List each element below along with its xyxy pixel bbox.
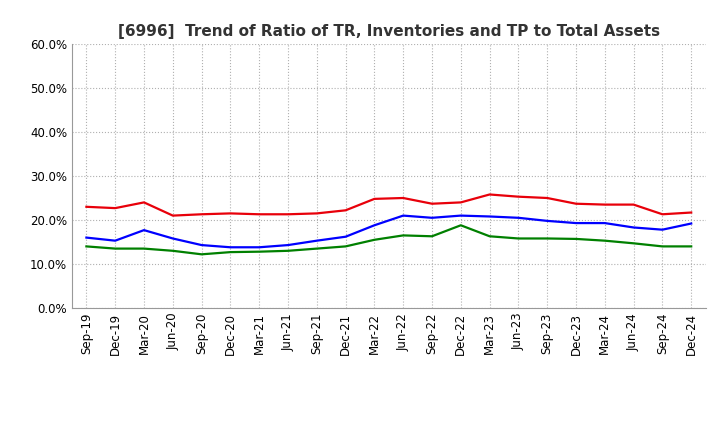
Inventories xyxy=(312,238,321,243)
Trade Payables xyxy=(341,244,350,249)
Inventories xyxy=(543,218,552,224)
Inventories xyxy=(284,242,292,248)
Inventories xyxy=(399,213,408,218)
Trade Payables xyxy=(226,249,235,255)
Trade Payables xyxy=(399,233,408,238)
Trade Receivables xyxy=(140,200,148,205)
Trade Receivables xyxy=(485,192,494,197)
Trade Receivables xyxy=(370,196,379,202)
Inventories xyxy=(197,242,206,248)
Trade Receivables xyxy=(284,212,292,217)
Inventories xyxy=(485,214,494,219)
Inventories xyxy=(600,220,609,226)
Trade Receivables xyxy=(399,195,408,201)
Trade Payables xyxy=(370,237,379,242)
Trade Receivables xyxy=(168,213,177,218)
Inventories xyxy=(687,221,696,226)
Inventories xyxy=(456,213,465,218)
Trade Payables xyxy=(428,234,436,239)
Inventories xyxy=(255,245,264,250)
Trade Receivables xyxy=(572,201,580,206)
Title: [6996]  Trend of Ratio of TR, Inventories and TP to Total Assets: [6996] Trend of Ratio of TR, Inventories… xyxy=(118,24,660,39)
Inventories xyxy=(428,215,436,220)
Trade Payables xyxy=(629,241,638,246)
Trade Receivables xyxy=(255,212,264,217)
Trade Receivables xyxy=(197,212,206,217)
Inventories xyxy=(226,245,235,250)
Trade Receivables xyxy=(543,195,552,201)
Inventories xyxy=(341,234,350,239)
Trade Receivables xyxy=(428,201,436,206)
Inventories xyxy=(82,235,91,240)
Trade Payables xyxy=(140,246,148,251)
Trade Receivables xyxy=(456,200,465,205)
Trade Receivables xyxy=(341,208,350,213)
Trade Payables xyxy=(284,248,292,253)
Trade Payables xyxy=(456,223,465,228)
Line: Trade Receivables: Trade Receivables xyxy=(86,194,691,216)
Inventories xyxy=(629,225,638,230)
Inventories xyxy=(111,238,120,243)
Inventories xyxy=(168,236,177,241)
Trade Receivables xyxy=(687,210,696,215)
Trade Receivables xyxy=(658,212,667,217)
Trade Payables xyxy=(572,236,580,242)
Trade Receivables xyxy=(514,194,523,199)
Trade Payables xyxy=(312,246,321,251)
Trade Payables xyxy=(111,246,120,251)
Inventories xyxy=(514,215,523,220)
Trade Payables xyxy=(82,244,91,249)
Trade Receivables xyxy=(600,202,609,207)
Trade Receivables xyxy=(82,204,91,209)
Trade Payables xyxy=(168,248,177,253)
Trade Payables xyxy=(485,234,494,239)
Trade Payables xyxy=(514,236,523,241)
Trade Receivables xyxy=(312,211,321,216)
Trade Receivables xyxy=(226,211,235,216)
Line: Trade Payables: Trade Payables xyxy=(86,225,691,254)
Trade Payables xyxy=(543,236,552,241)
Trade Payables xyxy=(658,244,667,249)
Trade Receivables xyxy=(111,205,120,211)
Inventories xyxy=(370,223,379,228)
Inventories xyxy=(572,220,580,226)
Trade Receivables xyxy=(629,202,638,207)
Trade Payables xyxy=(687,244,696,249)
Trade Payables xyxy=(255,249,264,254)
Trade Payables xyxy=(600,238,609,243)
Line: Inventories: Inventories xyxy=(86,216,691,247)
Inventories xyxy=(658,227,667,232)
Trade Payables xyxy=(197,252,206,257)
Inventories xyxy=(140,227,148,233)
